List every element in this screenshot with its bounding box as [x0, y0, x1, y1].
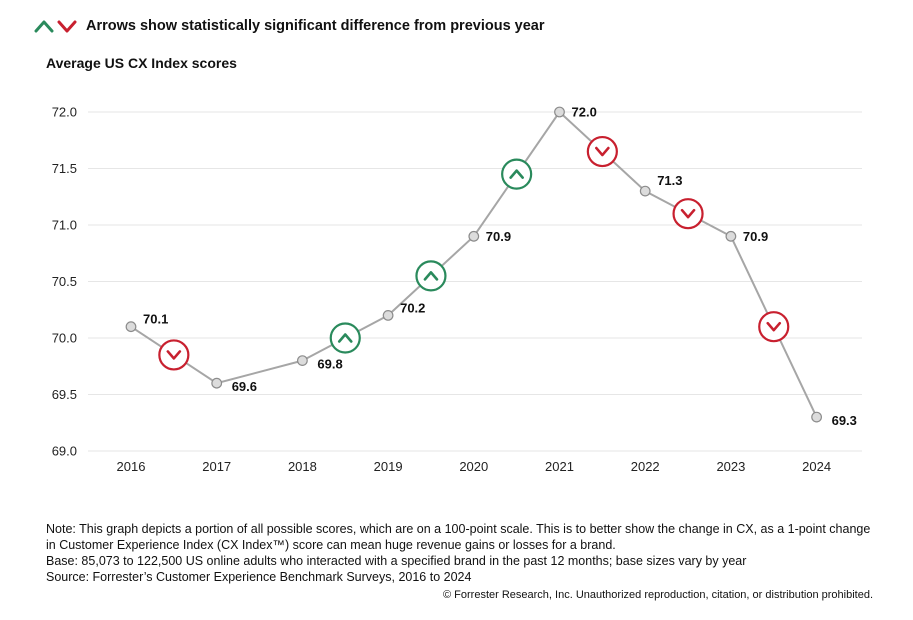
- data-point: [297, 355, 308, 367]
- source-line: Source: Forrester’s Customer Experience …: [46, 570, 472, 584]
- legend: Arrows show statistically significant di…: [34, 14, 545, 38]
- x-tick-label: 2022: [631, 459, 660, 474]
- down-arrow-icon: [680, 208, 696, 219]
- x-tick-label: 2023: [716, 459, 745, 474]
- data-label: 69.6: [232, 379, 257, 394]
- up-arrow-icon: [509, 169, 524, 179]
- y-tick-label: 71.5: [52, 161, 77, 176]
- y-tick-label: 70.0: [52, 331, 77, 346]
- data-point: [382, 310, 394, 321]
- significance-up-marker: [329, 322, 361, 354]
- down-arrow-icon: [766, 321, 782, 332]
- chart-notes: Note: This graph depicts a portion of al…: [46, 521, 886, 585]
- significance-down-marker: [586, 135, 618, 168]
- down-arrow-icon: [595, 146, 610, 157]
- significance-down-marker: [758, 311, 790, 343]
- x-tick-label: 2024: [802, 459, 831, 474]
- data-label: 70.1: [143, 312, 168, 327]
- x-tick-label: 2018: [288, 459, 317, 474]
- data-point: [639, 185, 651, 197]
- x-tick-label: 2016: [117, 459, 146, 474]
- legend-arrows-icon: [34, 20, 77, 33]
- legend-down-arrow-icon: [57, 20, 77, 33]
- x-tick-label: 2021: [545, 459, 574, 474]
- base-line: Base: 85,073 to 122,500 US online adults…: [46, 554, 747, 568]
- data-point: [125, 321, 137, 333]
- data-label: 69.8: [317, 357, 342, 372]
- data-label: 70.9: [486, 229, 511, 244]
- significance-up-marker: [415, 260, 447, 292]
- data-point: [725, 230, 737, 242]
- x-tick-label: 2020: [459, 459, 488, 474]
- data-point: [468, 230, 480, 242]
- y-tick-label: 69.5: [52, 387, 77, 402]
- data-label: 70.2: [400, 300, 425, 315]
- data-label: 72.0: [572, 105, 597, 120]
- down-arrow-icon: [166, 350, 182, 360]
- data-label: 69.3: [832, 413, 857, 428]
- data-point: [211, 377, 223, 389]
- y-tick-label: 69.0: [52, 444, 77, 459]
- y-tick-label: 72.0: [52, 105, 77, 120]
- data-point: [554, 106, 565, 118]
- data-point: [811, 411, 822, 423]
- legend-up-arrow-icon: [34, 20, 54, 33]
- data-label: 70.9: [743, 229, 768, 244]
- x-tick-label: 2017: [202, 459, 231, 474]
- data-label: 71.3: [657, 173, 682, 188]
- y-tick-label: 70.5: [52, 274, 77, 289]
- significance-up-marker: [501, 158, 533, 190]
- up-arrow-icon: [337, 333, 353, 343]
- y-tick-label: 71.0: [52, 218, 77, 233]
- copyright: © Forrester Research, Inc. Unauthorized …: [443, 589, 873, 601]
- line-chart: 69.0 69.5 70.0 70.5 71.0 71.5 72.0 2016 2017 2018…: [52, 105, 862, 474]
- up-arrow-icon: [423, 271, 439, 281]
- legend-text: Arrows show statistically significant di…: [86, 18, 545, 34]
- series-line: [130, 111, 818, 418]
- significance-down-marker: [158, 339, 190, 371]
- note-line: Note: This graph depicts a portion of al…: [46, 522, 871, 536]
- note-line: in Customer Experience Index (CX Index™)…: [46, 538, 616, 552]
- significance-down-marker: [672, 198, 704, 230]
- chart-title: Average US CX Index scores: [46, 55, 237, 71]
- x-tick-label: 2019: [374, 459, 403, 474]
